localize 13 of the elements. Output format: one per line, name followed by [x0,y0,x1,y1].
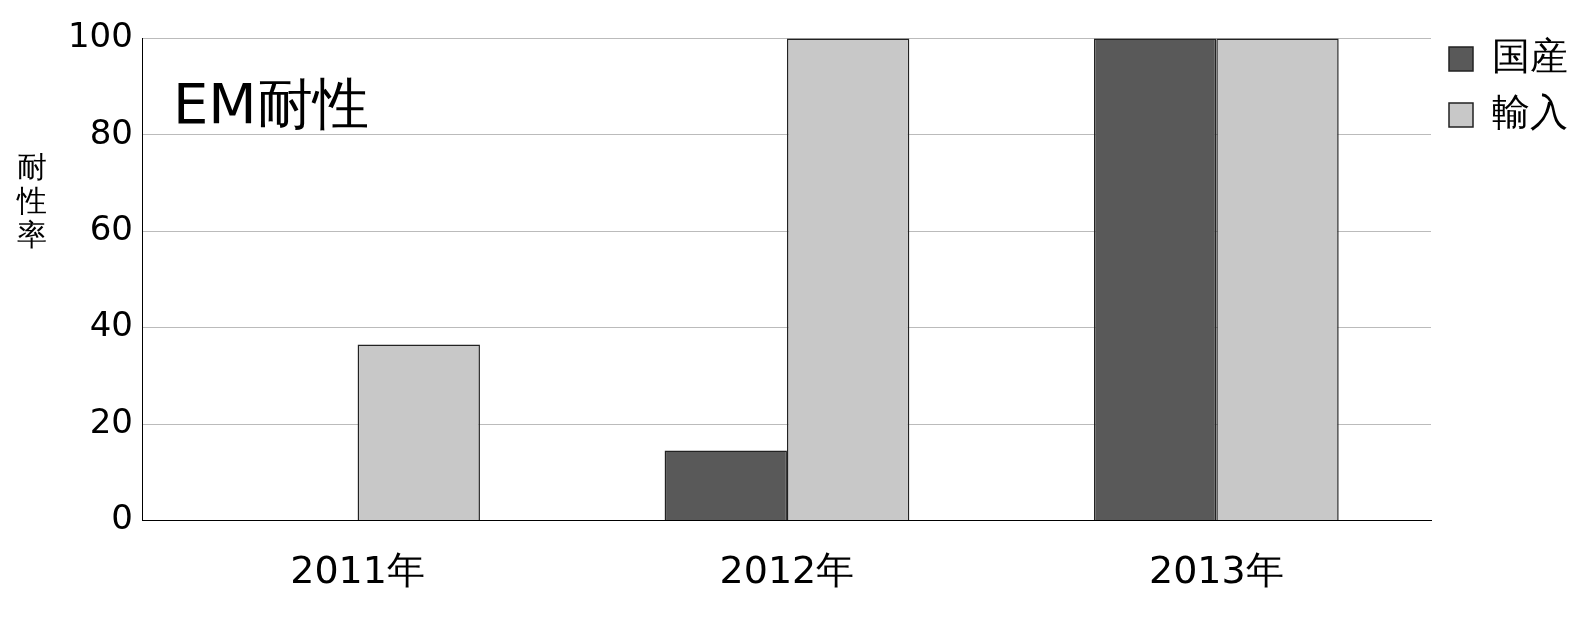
y-tick-label: 60 [89,208,133,249]
y-tick-label: 20 [89,400,133,441]
x-tick-label: 2012年 [719,548,855,593]
x-tick-label: 2013年 [1148,548,1284,593]
y-tick-label: 100 [67,15,133,56]
y-axis-title: 耐性率 [16,149,47,253]
text: EM耐性 [172,70,369,136]
legend-label: 国産 [1492,33,1568,78]
legend-label: 輸入 [1492,89,1568,134]
x-tick-label: 2011年 [290,548,425,593]
y-tick-label: 0 [111,497,133,538]
y-tick-label: 80 [89,111,133,152]
y-tick-label: 40 [89,304,133,345]
